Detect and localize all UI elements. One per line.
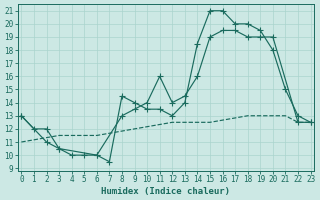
X-axis label: Humidex (Indice chaleur): Humidex (Indice chaleur) (101, 187, 230, 196)
